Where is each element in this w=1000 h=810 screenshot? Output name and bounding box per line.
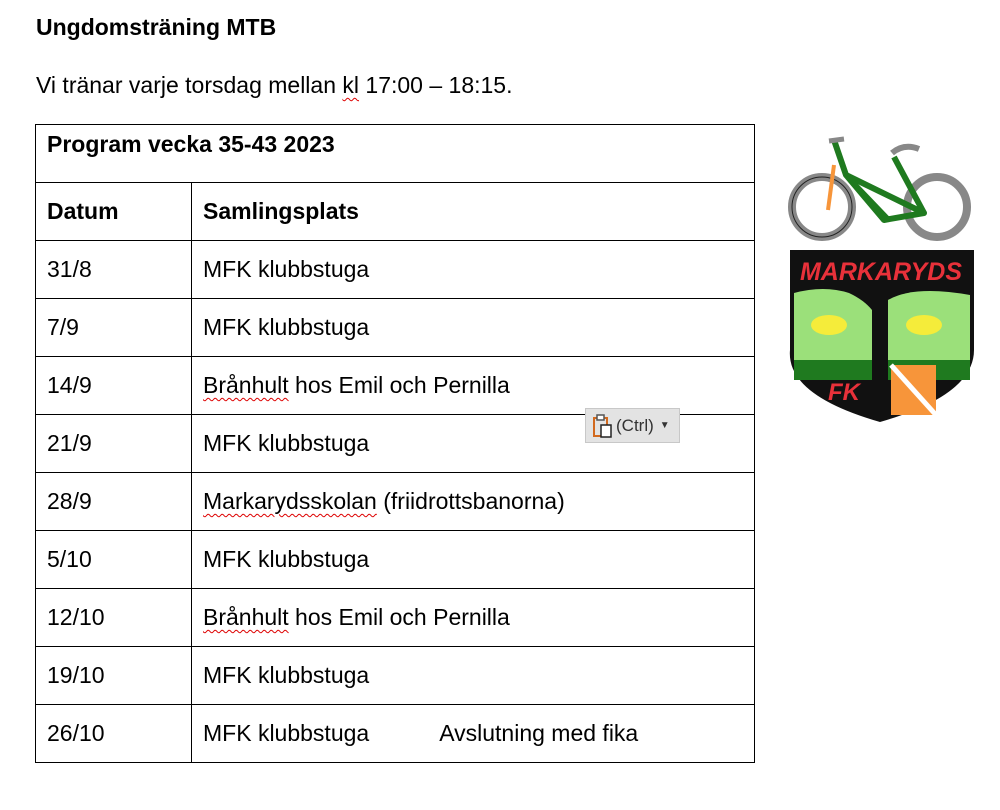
place-cell: Markarydsskolan (friidrottsbanorna) <box>191 472 755 531</box>
place-cell: MFK klubbstuga Avslutning med fika <box>191 704 755 763</box>
place-cell: Brånhult hos Emil och Pernilla <box>191 356 755 415</box>
table-row: 26/10 MFK klubbstuga Avslutning med fika <box>35 704 755 763</box>
place-text: hos Emil och Pernilla <box>288 604 510 630</box>
table-row: 14/9 Brånhult hos Emil och Pernilla <box>35 356 755 415</box>
place-text: MFK klubbstuga <box>203 314 370 340</box>
note-text: Avslutning med fika <box>439 720 639 746</box>
header-datum: Datum <box>35 182 192 241</box>
table-row: 28/9 Markarydsskolan (friidrottsbanorna) <box>35 472 755 531</box>
spellcheck-word[interactable]: Brånhult <box>203 372 289 398</box>
place-cell: MFK klubbstuga <box>191 646 755 705</box>
table-row: 7/9 MFK klubbstuga <box>35 298 755 357</box>
table-row: 12/10 Brånhult hos Emil och Pernilla <box>35 588 755 647</box>
table-row: 21/9 MFK klubbstuga <box>35 414 755 473</box>
place-cell: MFK klubbstuga <box>191 530 755 589</box>
date-cell: 28/9 <box>35 472 192 531</box>
place-text: MFK klubbstuga <box>203 720 370 746</box>
date-cell: 19/10 <box>35 646 192 705</box>
date-cell: 31/8 <box>35 240 192 299</box>
table-title: Program vecka 35-43 2023 <box>35 124 755 183</box>
date-cell: 7/9 <box>35 298 192 357</box>
place-text: (friidrottsbanorna) <box>376 488 565 514</box>
table-row: 5/10 MFK klubbstuga <box>35 530 755 589</box>
spellcheck-word[interactable]: kl <box>342 72 360 98</box>
logo-text-bottom: FK <box>828 379 862 406</box>
document-heading: Ungdomsträning MTB <box>36 14 277 40</box>
chevron-down-icon: ▼ <box>659 420 670 431</box>
paste-options-label: (Ctrl) <box>616 415 654 435</box>
clipboard-icon <box>593 413 612 438</box>
intro-paragraph: Vi tränar varje torsdag mellan kl 17:00 … <box>36 72 512 99</box>
intro-text: Vi tränar varje torsdag mellan <box>36 72 343 98</box>
place-text: hos Emil och Pernilla <box>288 372 510 398</box>
date-cell: 12/10 <box>35 588 192 647</box>
date-cell: 21/9 <box>35 414 192 473</box>
schedule-table: Program vecka 35-43 2023 Datum Samlingsp… <box>35 124 755 763</box>
place-text: MFK klubbstuga <box>203 430 370 456</box>
spellcheck-word[interactable]: Markarydsskolan <box>203 488 377 514</box>
markaryds-fk-logo: MARKARYDS FK <box>788 136 974 422</box>
place-text: MFK klubbstuga <box>203 546 370 572</box>
table-row: 31/8 MFK klubbstuga <box>35 240 755 299</box>
place-cell: MFK klubbstuga <box>191 414 755 473</box>
date-cell: 5/10 <box>35 530 192 589</box>
place-text: MFK klubbstuga <box>203 256 370 282</box>
table-row: 19/10 MFK klubbstuga <box>35 646 755 705</box>
header-samlingsplats: Samlingsplats <box>191 182 755 241</box>
date-cell: 14/9 <box>35 356 192 415</box>
intro-text-end: 17:00 – 18:15. <box>359 72 513 98</box>
logo-text-top: MARKARYDS <box>800 258 962 286</box>
spellcheck-word[interactable]: Brånhult <box>203 604 289 630</box>
place-cell: MFK klubbstuga <box>191 240 755 299</box>
place-cell: Brånhult hos Emil och Pernilla <box>191 588 755 647</box>
place-cell: MFK klubbstuga <box>191 298 755 357</box>
paste-options-button[interactable]: (Ctrl) ▼ <box>585 408 680 443</box>
date-cell: 26/10 <box>35 704 192 763</box>
place-text: MFK klubbstuga <box>203 662 370 688</box>
